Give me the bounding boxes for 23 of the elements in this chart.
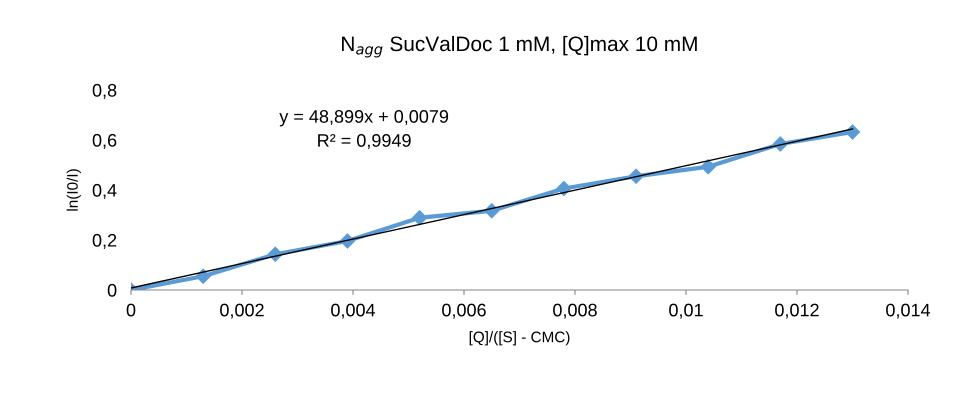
x-tick-label: 0,008 bbox=[553, 304, 597, 319]
point bbox=[196, 268, 211, 284]
x-tick-label: 0,004 bbox=[331, 304, 376, 319]
x-axis-title: [Q]/([S] - CMC) bbox=[470, 331, 570, 346]
x-tick-label: 0 bbox=[126, 304, 136, 316]
point bbox=[556, 180, 572, 196]
annotation: R² = 0,9949 bbox=[318, 134, 411, 149]
x-tick-label: 0,002 bbox=[220, 304, 264, 319]
y-axis-title: ln(I0/I) bbox=[66, 169, 81, 211]
point bbox=[700, 159, 716, 174]
y-tick-label: 0,8 bbox=[92, 84, 116, 99]
point bbox=[844, 124, 860, 140]
y-tick-label: 0,6 bbox=[92, 134, 116, 149]
x-tick-label: 0,012 bbox=[775, 304, 819, 319]
point bbox=[412, 210, 428, 226]
annotation: y = 48,899x + 0,0079 bbox=[279, 110, 448, 126]
y-tick-label: 0,2 bbox=[92, 234, 116, 249]
x-tick-label: 0,014 bbox=[886, 304, 930, 319]
x-tick-label: 0,006 bbox=[442, 304, 486, 319]
y-tick-label: 0,4 bbox=[92, 184, 117, 199]
y-tick-label: 0 bbox=[108, 284, 116, 297]
chart-title: N$_{agg}$ SucValDoc 1 mM, [Q]max 10 mM bbox=[342, 36, 697, 58]
x-tick-label: 0,01 bbox=[669, 304, 703, 319]
